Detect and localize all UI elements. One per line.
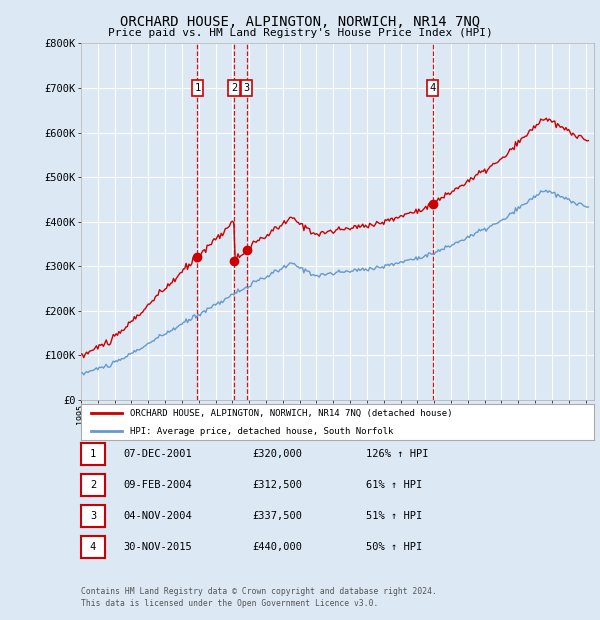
Text: 2: 2 — [231, 83, 238, 93]
Text: £312,500: £312,500 — [252, 480, 302, 490]
Text: £337,500: £337,500 — [252, 511, 302, 521]
Text: HPI: Average price, detached house, South Norfolk: HPI: Average price, detached house, Sout… — [130, 427, 393, 436]
Text: 4: 4 — [430, 83, 436, 93]
Text: 1: 1 — [90, 449, 96, 459]
Text: 4: 4 — [90, 542, 96, 552]
Text: 61% ↑ HPI: 61% ↑ HPI — [366, 480, 422, 490]
Text: 30-NOV-2015: 30-NOV-2015 — [123, 542, 192, 552]
Text: ORCHARD HOUSE, ALPINGTON, NORWICH, NR14 7NQ: ORCHARD HOUSE, ALPINGTON, NORWICH, NR14 … — [120, 16, 480, 30]
Text: 50% ↑ HPI: 50% ↑ HPI — [366, 542, 422, 552]
Text: 09-FEB-2004: 09-FEB-2004 — [123, 480, 192, 490]
Text: 51% ↑ HPI: 51% ↑ HPI — [366, 511, 422, 521]
Text: 2: 2 — [90, 480, 96, 490]
Text: 126% ↑ HPI: 126% ↑ HPI — [366, 449, 428, 459]
Text: 1: 1 — [194, 83, 200, 93]
Text: ORCHARD HOUSE, ALPINGTON, NORWICH, NR14 7NQ (detached house): ORCHARD HOUSE, ALPINGTON, NORWICH, NR14 … — [130, 409, 452, 418]
Text: This data is licensed under the Open Government Licence v3.0.: This data is licensed under the Open Gov… — [81, 598, 379, 608]
Text: 07-DEC-2001: 07-DEC-2001 — [123, 449, 192, 459]
Text: 3: 3 — [90, 511, 96, 521]
Text: Contains HM Land Registry data © Crown copyright and database right 2024.: Contains HM Land Registry data © Crown c… — [81, 587, 437, 596]
Text: £320,000: £320,000 — [252, 449, 302, 459]
Text: 04-NOV-2004: 04-NOV-2004 — [123, 511, 192, 521]
Text: Price paid vs. HM Land Registry's House Price Index (HPI): Price paid vs. HM Land Registry's House … — [107, 28, 493, 38]
Text: 3: 3 — [244, 83, 250, 93]
Text: £440,000: £440,000 — [252, 542, 302, 552]
